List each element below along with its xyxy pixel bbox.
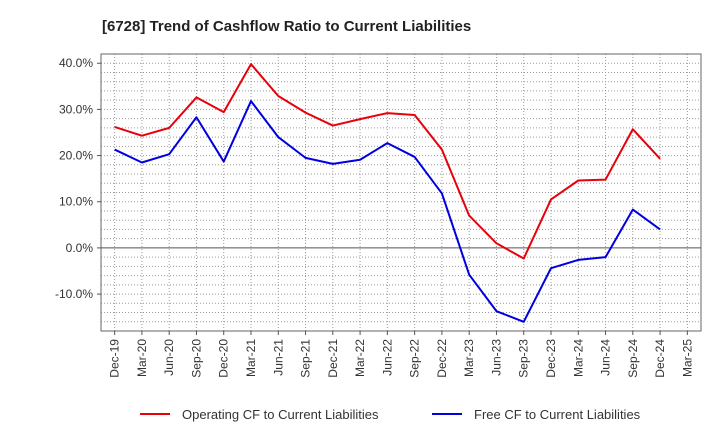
series-line-1 (114, 63, 661, 260)
x-tick-label: Jun-23 (489, 339, 503, 376)
legend: Operating CF to Current Liabilities Free … (140, 407, 641, 422)
legend-label: Operating CF to Current Liabilities (182, 407, 379, 422)
x-tick-label: Mar-23 (462, 339, 476, 377)
x-tick-label: Dec-22 (435, 339, 449, 378)
x-tick-label: Dec-20 (217, 339, 231, 378)
x-tick-label: Jun-21 (271, 339, 285, 376)
x-tick-label: Sep-20 (189, 339, 203, 378)
legend-label: Free CF to Current Liabilities (474, 407, 641, 422)
x-tick-label: Mar-24 (571, 339, 585, 377)
y-tick-label: 20.0% (59, 149, 93, 163)
grid (101, 53, 701, 332)
x-tick-label: Sep-24 (626, 339, 640, 378)
x-tick-label: Sep-23 (517, 339, 531, 378)
x-tick-label: Mar-21 (244, 339, 258, 377)
chart-title: [6728] Trend of Cashflow Ratio to Curren… (102, 18, 471, 35)
y-tick-label: 30.0% (59, 102, 93, 116)
y-tick-label: 0.0% (66, 241, 94, 255)
x-tick-label: Dec-23 (544, 339, 558, 378)
x-tick-label: Mar-25 (680, 339, 694, 377)
x-tick-label: Dec-24 (653, 339, 667, 378)
x-tick-label: Mar-22 (353, 339, 367, 377)
x-tick-label: Sep-22 (408, 339, 422, 378)
y-tick-label: 10.0% (59, 195, 93, 209)
series-lines (114, 63, 661, 323)
y-tick-label: -10.0% (55, 287, 93, 301)
series-line-2 (114, 100, 661, 323)
x-tick-label: Dec-19 (108, 339, 122, 378)
x-axis-ticks: Dec-19 Mar-20 Jun-20 Sep-20 Dec-20 Mar-21 Jun-… (108, 331, 694, 378)
x-tick-label: Dec-21 (326, 339, 340, 378)
x-tick-label: Jun-22 (380, 339, 394, 376)
x-tick-label: Jun-24 (599, 339, 613, 376)
x-tick-label: Sep-21 (299, 339, 313, 378)
x-tick-label: Jun-20 (162, 339, 176, 376)
plot-area (100, 53, 702, 332)
y-axis-ticks: -10.0% 0.0% 10.0% 20.0% 30.0% 40.0% (55, 56, 101, 301)
x-tick-label: Mar-20 (135, 339, 149, 377)
y-tick-label: 40.0% (59, 56, 93, 70)
